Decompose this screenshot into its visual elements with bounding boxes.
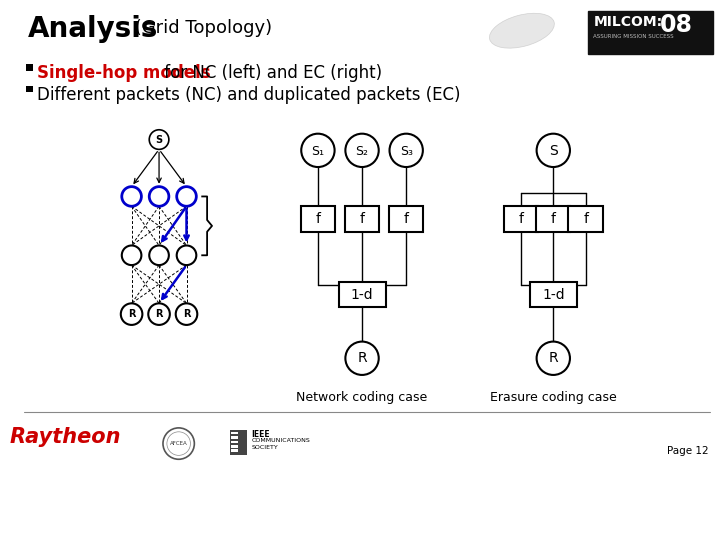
Ellipse shape: [490, 14, 554, 48]
Text: S: S: [549, 144, 558, 158]
Bar: [230, 449, 238, 452]
Circle shape: [122, 187, 141, 206]
Text: f: f: [404, 212, 409, 226]
Bar: [345, 206, 379, 232]
Text: R: R: [183, 309, 190, 319]
Bar: [536, 206, 570, 232]
Text: COMMUNICATIONS: COMMUNICATIONS: [251, 438, 310, 443]
Text: f: f: [583, 212, 588, 226]
Text: Analysis: Analysis: [27, 15, 158, 43]
Text: S₁: S₁: [312, 145, 325, 158]
Bar: [389, 206, 423, 232]
Text: MILCOM:: MILCOM:: [593, 15, 662, 29]
Circle shape: [149, 130, 169, 150]
Circle shape: [176, 303, 197, 325]
Text: ASSURING MISSION SUCCESS: ASSURING MISSION SUCCESS: [593, 33, 674, 39]
Circle shape: [301, 134, 335, 167]
Bar: [230, 436, 238, 438]
Circle shape: [346, 134, 379, 167]
Text: Single-hop models: Single-hop models: [37, 64, 211, 82]
Text: f: f: [359, 212, 364, 226]
Text: S₃: S₃: [400, 145, 413, 158]
Text: 08: 08: [660, 13, 693, 37]
Text: Network coding case: Network coding case: [297, 390, 428, 403]
Text: f: f: [551, 212, 556, 226]
Text: 1-d: 1-d: [542, 287, 564, 301]
Text: R: R: [156, 309, 163, 319]
Text: f: f: [518, 212, 523, 226]
Circle shape: [148, 303, 170, 325]
Text: SOCIETY: SOCIETY: [251, 444, 278, 450]
Bar: [504, 206, 538, 232]
Circle shape: [149, 187, 169, 206]
Text: for NC (left) and EC (right): for NC (left) and EC (right): [159, 64, 382, 82]
Text: (Grid Topology): (Grid Topology): [129, 19, 271, 37]
Circle shape: [346, 342, 379, 375]
Text: Page 12: Page 12: [667, 447, 708, 456]
Bar: [26, 86, 32, 92]
Circle shape: [122, 246, 141, 265]
Circle shape: [176, 187, 197, 206]
Text: 1-d: 1-d: [351, 287, 374, 301]
Circle shape: [536, 134, 570, 167]
Text: Raytheon: Raytheon: [9, 427, 121, 447]
Circle shape: [176, 246, 197, 265]
Bar: [301, 206, 335, 232]
Text: S: S: [156, 134, 163, 145]
Text: Erasure coding case: Erasure coding case: [490, 390, 616, 403]
Bar: [230, 430, 247, 455]
Circle shape: [121, 303, 143, 325]
Circle shape: [536, 342, 570, 375]
Bar: [230, 445, 238, 448]
Text: AFCEA: AFCEA: [170, 441, 187, 446]
Text: R: R: [549, 351, 558, 365]
Circle shape: [149, 246, 169, 265]
Bar: [230, 432, 238, 434]
Text: R: R: [357, 351, 367, 365]
Circle shape: [167, 432, 190, 455]
Bar: [530, 282, 577, 307]
Text: f: f: [315, 212, 320, 226]
Bar: [26, 64, 32, 71]
Text: Different packets (NC) and duplicated packets (EC): Different packets (NC) and duplicated pa…: [37, 86, 461, 104]
Circle shape: [390, 134, 423, 167]
Bar: [230, 441, 238, 443]
Text: R: R: [128, 309, 135, 319]
Circle shape: [163, 428, 194, 460]
Bar: [338, 282, 386, 307]
Text: S₂: S₂: [356, 145, 369, 158]
Bar: [588, 11, 713, 54]
Bar: [569, 206, 603, 232]
Text: IEEE: IEEE: [251, 430, 270, 439]
